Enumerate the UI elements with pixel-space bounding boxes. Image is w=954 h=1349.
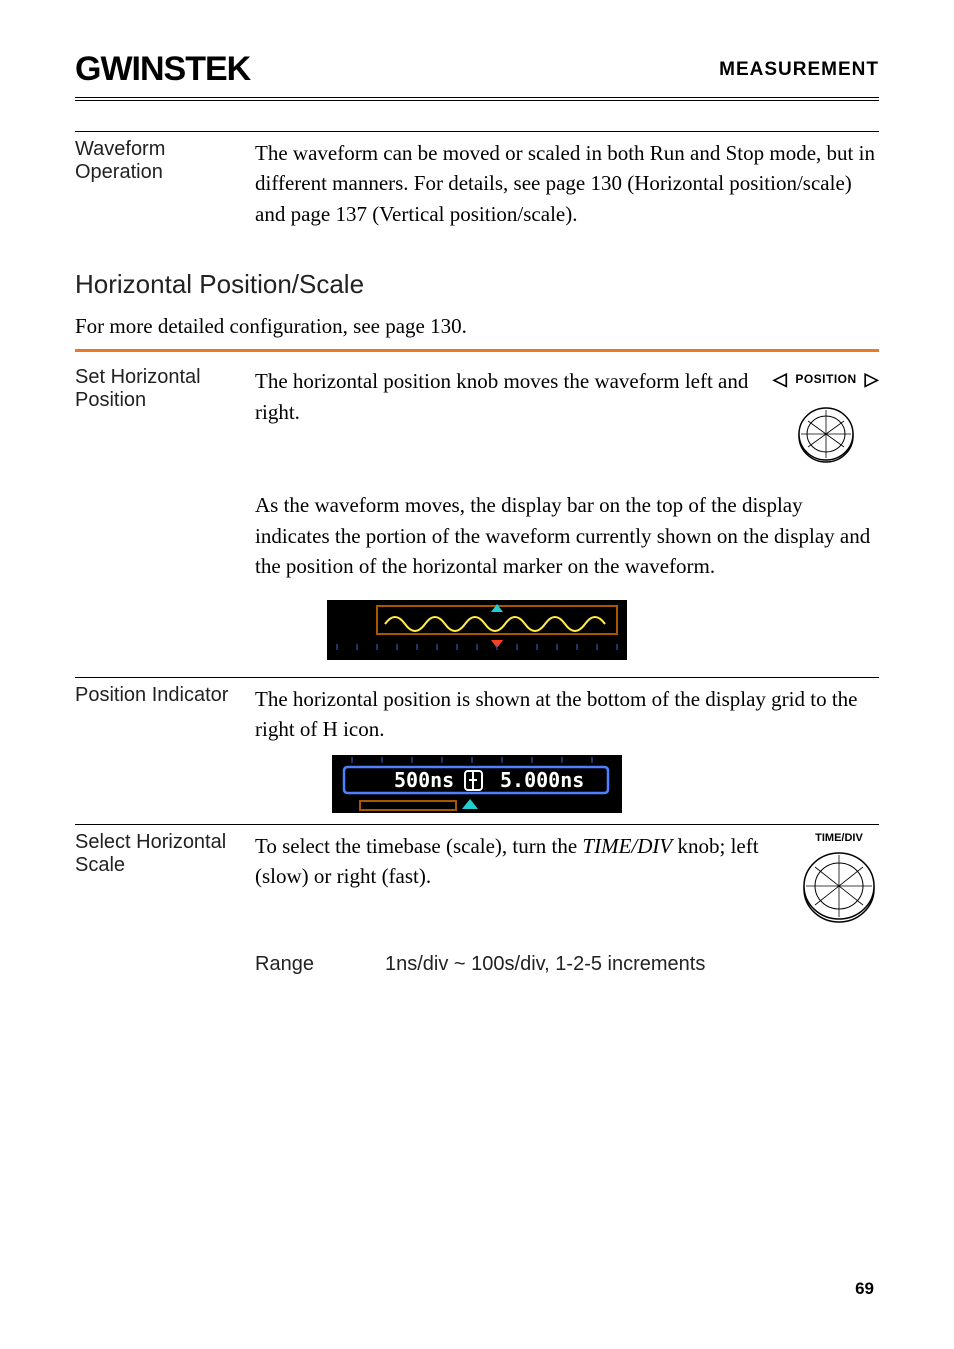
section-heading: Horizontal Position/Scale bbox=[75, 269, 879, 300]
timediv-label: TIME/DIV bbox=[815, 831, 863, 847]
display-hpos: 5.000ns bbox=[500, 768, 584, 792]
row-body: The horizontal position is shown at the … bbox=[255, 684, 879, 745]
timediv-knob-diagram: TIME/DIV bbox=[799, 831, 879, 925]
rule bbox=[75, 824, 879, 825]
rule bbox=[75, 677, 879, 678]
row-body: The waveform can be moved or scaled in b… bbox=[255, 138, 879, 229]
section-intro: For more detailed configuration, see pag… bbox=[75, 314, 879, 339]
knob-icon bbox=[795, 404, 857, 466]
row-body: The horizontal position knob moves the w… bbox=[255, 366, 763, 466]
position-indicator-display: 500ns 5.000ns bbox=[332, 755, 622, 818]
range-row: Range 1ns/div ~ 100s/div, 1-2-5 incremen… bbox=[255, 953, 879, 976]
row-body: To select the timebase (scale), turn the… bbox=[255, 831, 769, 925]
page-number: 69 bbox=[855, 1279, 874, 1299]
range-label: Range bbox=[255, 953, 385, 976]
right-arrow-icon: ▷ bbox=[865, 366, 879, 392]
position-indicator-row: Position Indicator The horizontal positi… bbox=[75, 684, 879, 745]
row-label: Select Horizontal Scale bbox=[75, 831, 255, 877]
section-name: MEASUREMENT bbox=[719, 59, 879, 81]
page-header: GWINSTEK MEASUREMENT bbox=[75, 50, 879, 101]
select-horizontal-scale-row: Select Horizontal Scale To select the ti… bbox=[75, 831, 879, 925]
row-label: Position Indicator bbox=[75, 684, 255, 707]
row-label: Waveform Operation bbox=[75, 138, 255, 184]
waveform-operation-row: Waveform Operation The waveform can be m… bbox=[75, 138, 879, 229]
left-arrow-icon: ◁ bbox=[773, 366, 787, 392]
knob-icon bbox=[799, 847, 879, 925]
orange-rule bbox=[75, 349, 879, 352]
display-timebase: 500ns bbox=[394, 768, 454, 792]
row-label: Set Horizontal Position bbox=[75, 366, 255, 412]
waveform-display-bar bbox=[327, 600, 627, 665]
set-horizontal-position-row: Set Horizontal Position The horizontal p… bbox=[75, 366, 879, 466]
brand-logo: GWINSTEK bbox=[75, 50, 250, 89]
range-value: 1ns/div ~ 100s/div, 1-2-5 increments bbox=[385, 953, 705, 976]
position-knob-diagram: ◁ POSITION ▷ bbox=[773, 366, 879, 466]
set-hpos-body2: As the waveform moves, the display bar o… bbox=[255, 490, 879, 581]
position-knob-label: POSITION bbox=[795, 371, 856, 388]
rule bbox=[75, 131, 879, 132]
